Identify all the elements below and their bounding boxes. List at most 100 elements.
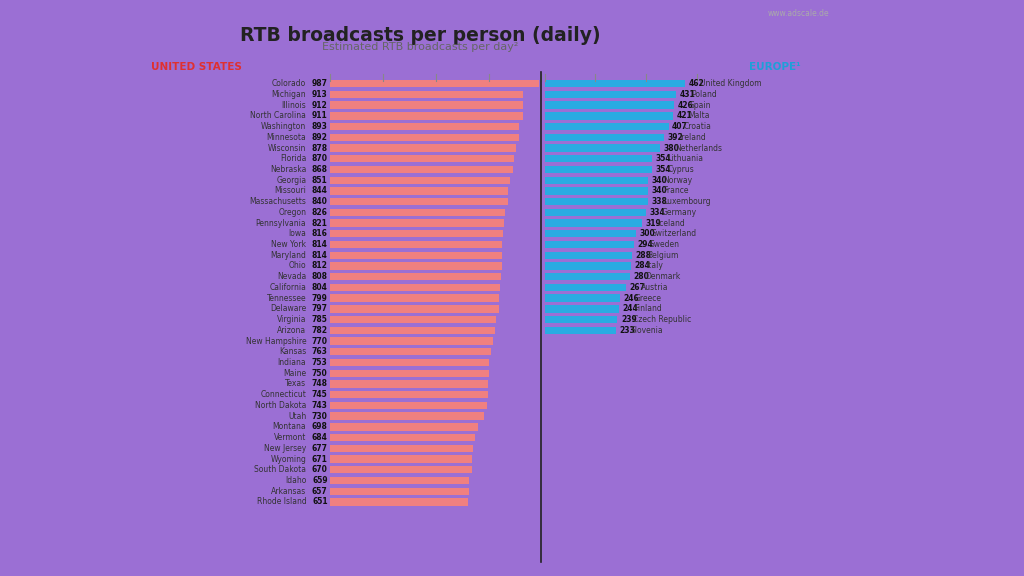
FancyBboxPatch shape — [545, 241, 634, 248]
FancyBboxPatch shape — [331, 80, 539, 88]
Text: Croatia: Croatia — [684, 122, 712, 131]
Text: New Jersey: New Jersey — [264, 444, 306, 453]
FancyBboxPatch shape — [331, 380, 488, 388]
Text: New Hampshire: New Hampshire — [246, 336, 306, 346]
FancyBboxPatch shape — [331, 423, 477, 430]
Text: 462: 462 — [689, 79, 705, 88]
Text: 750: 750 — [312, 369, 328, 378]
FancyBboxPatch shape — [331, 466, 472, 473]
Text: Luxembourg: Luxembourg — [663, 197, 711, 206]
Text: Czech Republic: Czech Republic — [633, 315, 691, 324]
Text: Maine: Maine — [284, 369, 306, 378]
Text: 745: 745 — [312, 390, 328, 399]
Text: Virginia: Virginia — [276, 315, 306, 324]
Text: 893: 893 — [312, 122, 328, 131]
Text: Denmark: Denmark — [645, 272, 680, 281]
FancyBboxPatch shape — [331, 90, 523, 98]
Text: Belgium: Belgium — [647, 251, 679, 260]
FancyBboxPatch shape — [331, 487, 469, 495]
Text: 284: 284 — [635, 262, 650, 271]
Text: 684: 684 — [312, 433, 328, 442]
Text: 671: 671 — [312, 454, 328, 464]
Text: Poland: Poland — [691, 90, 717, 99]
Text: 421: 421 — [676, 111, 692, 120]
FancyBboxPatch shape — [545, 327, 615, 334]
Text: Colorado: Colorado — [272, 79, 306, 88]
Text: 407: 407 — [672, 122, 688, 131]
FancyBboxPatch shape — [331, 166, 513, 173]
Text: 814: 814 — [312, 240, 328, 249]
Text: 319: 319 — [645, 218, 660, 228]
FancyBboxPatch shape — [545, 80, 685, 88]
Text: 426: 426 — [678, 101, 693, 109]
FancyBboxPatch shape — [331, 230, 503, 237]
FancyBboxPatch shape — [331, 155, 514, 162]
FancyBboxPatch shape — [331, 294, 499, 302]
Text: 851: 851 — [312, 176, 328, 185]
Text: EUROPE¹: EUROPE¹ — [749, 62, 801, 72]
Text: Washington: Washington — [261, 122, 306, 131]
Text: 821: 821 — [312, 218, 328, 228]
Text: Switzerland: Switzerland — [651, 229, 696, 238]
FancyBboxPatch shape — [331, 338, 493, 344]
Text: Delaware: Delaware — [270, 304, 306, 313]
Text: Finland: Finland — [634, 304, 662, 313]
Text: Indiana: Indiana — [278, 358, 306, 367]
Text: 797: 797 — [311, 304, 328, 313]
Text: 300: 300 — [639, 229, 655, 238]
Text: Maryland: Maryland — [270, 251, 306, 260]
FancyBboxPatch shape — [331, 370, 488, 377]
Text: 392: 392 — [668, 133, 683, 142]
Text: North Dakota: North Dakota — [255, 401, 306, 410]
Text: 670: 670 — [312, 465, 328, 474]
FancyBboxPatch shape — [331, 391, 487, 399]
Text: 698: 698 — [312, 422, 328, 431]
FancyBboxPatch shape — [331, 445, 473, 452]
Text: 334: 334 — [650, 208, 666, 217]
Text: Arizona: Arizona — [278, 326, 306, 335]
Text: 677: 677 — [311, 444, 328, 453]
Text: 338: 338 — [651, 197, 667, 206]
Text: Texas: Texas — [285, 380, 306, 388]
Text: Ireland: Ireland — [679, 133, 706, 142]
FancyBboxPatch shape — [331, 327, 496, 334]
Text: 878: 878 — [311, 143, 328, 153]
FancyBboxPatch shape — [331, 145, 516, 151]
FancyBboxPatch shape — [545, 294, 620, 302]
FancyBboxPatch shape — [331, 412, 484, 420]
Text: 840: 840 — [312, 197, 328, 206]
Text: 340: 340 — [651, 176, 668, 185]
Text: 354: 354 — [656, 154, 672, 163]
Text: South Dakota: South Dakota — [254, 465, 306, 474]
FancyBboxPatch shape — [545, 90, 676, 98]
Text: Ohio: Ohio — [289, 262, 306, 271]
Text: Illinois: Illinois — [282, 101, 306, 109]
FancyBboxPatch shape — [331, 359, 489, 366]
Text: Kansas: Kansas — [280, 347, 306, 357]
Text: www.adscale.de: www.adscale.de — [768, 9, 829, 18]
FancyBboxPatch shape — [331, 305, 499, 313]
Text: Pennsylvania: Pennsylvania — [256, 218, 306, 228]
FancyBboxPatch shape — [331, 498, 468, 506]
Text: 826: 826 — [312, 208, 328, 217]
FancyBboxPatch shape — [331, 401, 487, 409]
FancyBboxPatch shape — [545, 176, 648, 184]
FancyBboxPatch shape — [331, 187, 509, 195]
Text: Arkansas: Arkansas — [271, 487, 306, 496]
Text: 911: 911 — [312, 111, 328, 120]
FancyBboxPatch shape — [545, 112, 673, 119]
Text: 753: 753 — [312, 358, 328, 367]
Text: Iceland: Iceland — [657, 218, 685, 228]
Text: 808: 808 — [311, 272, 328, 281]
Text: 812: 812 — [312, 262, 328, 271]
Text: Connecticut: Connecticut — [260, 390, 306, 399]
Text: 244: 244 — [623, 304, 638, 313]
FancyBboxPatch shape — [545, 145, 660, 151]
Text: 743: 743 — [312, 401, 328, 410]
Text: 892: 892 — [312, 133, 328, 142]
Text: Tennessee: Tennessee — [266, 294, 306, 302]
Text: Wisconsin: Wisconsin — [268, 143, 306, 153]
FancyBboxPatch shape — [331, 284, 500, 291]
Text: 246: 246 — [623, 294, 639, 302]
Text: 799: 799 — [312, 294, 328, 302]
